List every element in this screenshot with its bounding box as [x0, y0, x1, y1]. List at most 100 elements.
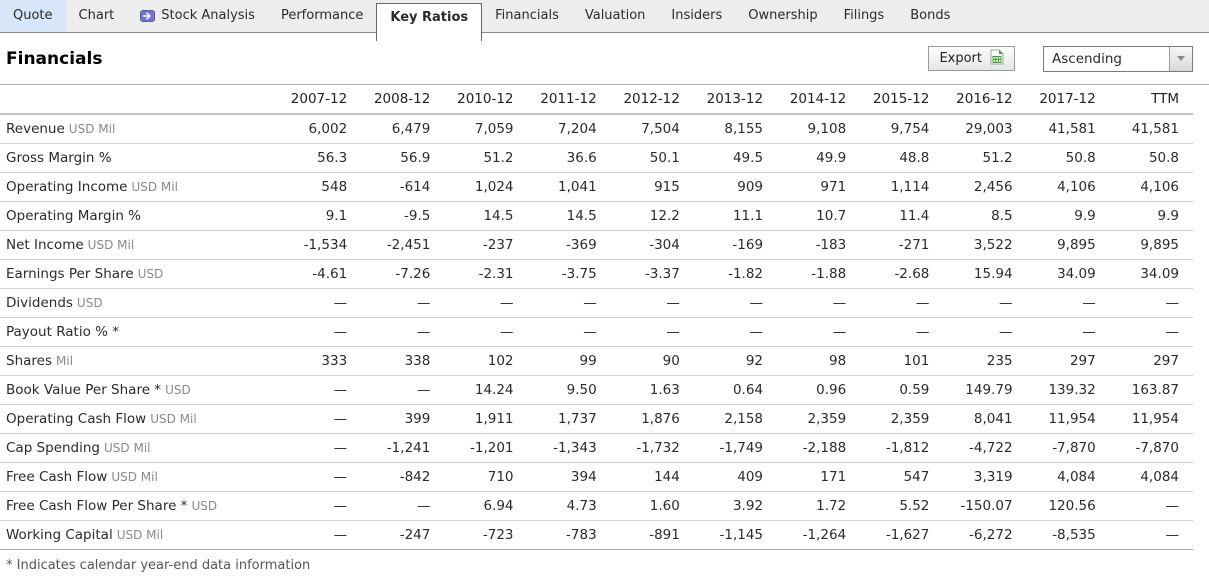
- table-cell: -1,343: [527, 433, 611, 463]
- row-unit: USD: [191, 498, 218, 513]
- table-cell: 235: [943, 346, 1027, 376]
- table-cell: 971: [777, 172, 861, 202]
- table-cell: -1,627: [860, 520, 944, 550]
- table-cell: 101: [860, 346, 944, 376]
- page-header: Financials Export Ascending: [0, 33, 1209, 85]
- tab-ownership[interactable]: Ownership: [735, 0, 830, 32]
- table-cell: 11,954: [1109, 404, 1193, 434]
- table-cell: -614: [361, 172, 445, 202]
- table-cell: 11,954: [1026, 404, 1110, 434]
- table-cell: 149.79: [943, 375, 1027, 405]
- table-row-gross-margin: Gross Margin % 56.3 56.9 51.2 36.6 50.1 49.5 49…: [0, 143, 1193, 173]
- tab-chart[interactable]: Chart: [66, 0, 128, 32]
- table-cell: —: [860, 288, 944, 318]
- table-cell: —: [693, 288, 778, 318]
- table-cell: 102: [444, 346, 528, 376]
- row-unit: USD Mil: [68, 121, 116, 136]
- row-unit: Mil: [56, 353, 74, 368]
- table-cell: —: [361, 375, 445, 405]
- tab-filings[interactable]: Filings: [831, 0, 898, 32]
- sort-order-dropdown[interactable]: Ascending: [1043, 45, 1193, 72]
- table-cell: 409: [693, 462, 778, 492]
- export-button-label: Export: [939, 51, 982, 66]
- row-label: Working Capital USD Mil: [0, 520, 278, 550]
- table-cell: —: [527, 288, 611, 318]
- row-unit: USD: [165, 382, 191, 397]
- table-cell: -183: [777, 230, 861, 260]
- export-button[interactable]: Export: [928, 46, 1015, 71]
- table-cell: -2.68: [860, 259, 944, 289]
- table-cell: -247: [361, 520, 445, 550]
- key-ratios-table-container: 2007-12 2008-12 2010-12 2011-12 2012-12 2013-…: [0, 85, 1209, 550]
- tab-label: Financials: [495, 8, 559, 23]
- row-label: Net Income USD Mil: [0, 230, 278, 260]
- row-unit: USD: [137, 266, 164, 281]
- table-cell: —: [693, 317, 778, 347]
- row-label: Payout Ratio % *: [0, 317, 278, 347]
- table-cell: -891: [610, 520, 694, 550]
- table-row-shares: Shares Mil 333 338 102 99 90 92 98 101 235 297 297: [0, 346, 1193, 376]
- table-cell: -6,272: [943, 520, 1027, 550]
- table-cell: -1,264: [777, 520, 861, 550]
- column-header-2015-12: 2015-12: [860, 85, 944, 115]
- table-cell: -304: [610, 230, 694, 260]
- table-cell: 99: [527, 346, 611, 376]
- table-cell: 50.8: [1026, 143, 1110, 173]
- table-row-dividends: Dividends USD — — — — — — — — — — —: [0, 288, 1193, 318]
- row-label: Dividends USD: [0, 288, 278, 318]
- table-cell: 2,158: [693, 404, 778, 434]
- table-cell: 1.60: [610, 491, 694, 521]
- tab-bonds[interactable]: Bonds: [897, 0, 963, 32]
- table-cell: —: [444, 317, 528, 347]
- tab-quote[interactable]: Quote: [0, 0, 66, 32]
- chevron-down-icon: [1177, 56, 1185, 61]
- table-cell: 34.09: [1109, 259, 1193, 289]
- column-header-ttm: TTM: [1109, 85, 1193, 115]
- table-cell: 297: [1026, 346, 1110, 376]
- table-cell: 1.63: [610, 375, 694, 405]
- table-cell: —: [278, 404, 362, 434]
- page-title: Financials: [6, 48, 103, 69]
- row-label-text: Operating Income: [6, 178, 128, 195]
- tab-key-ratios[interactable]: Key Ratios: [376, 3, 483, 41]
- table-cell: 56.9: [361, 143, 445, 173]
- table-cell: 4,106: [1109, 172, 1193, 202]
- table-cell: -1,812: [860, 433, 944, 463]
- row-label-text: Dividends: [6, 294, 73, 311]
- tab-performance[interactable]: Performance: [268, 0, 376, 32]
- tab-bar: Quote Chart Stock Analysis Performance Key R…: [0, 0, 1209, 41]
- table-cell: 333: [278, 346, 362, 376]
- table-cell: 49.5: [693, 143, 778, 173]
- tab-label: Chart: [78, 8, 115, 23]
- table-cell: —: [278, 375, 362, 405]
- table-cell: 6,479: [361, 114, 445, 144]
- table-cell: -4.61: [278, 259, 362, 289]
- table-cell: 98: [777, 346, 861, 376]
- table-cell: 548: [278, 172, 362, 202]
- table-cell: —: [777, 317, 861, 347]
- row-label-text: Net Income: [6, 236, 84, 253]
- tab-financials[interactable]: Financials: [482, 0, 572, 32]
- table-cell: 2,359: [860, 404, 944, 434]
- table-cell: 9,895: [1109, 230, 1193, 260]
- table-cell: 10.7: [777, 201, 861, 231]
- table-cell: 92: [693, 346, 778, 376]
- table-cell: -1,732: [610, 433, 694, 463]
- tab-stock-analysis[interactable]: Stock Analysis: [127, 0, 268, 32]
- table-cell: 9.1: [278, 201, 362, 231]
- table-cell: -7,870: [1026, 433, 1110, 463]
- table-cell: 56.3: [278, 143, 362, 173]
- table-cell: —: [943, 288, 1027, 318]
- tab-valuation[interactable]: Valuation: [572, 0, 659, 32]
- table-cell: 144: [610, 462, 694, 492]
- table-cell: —: [610, 317, 694, 347]
- table-cell: 1,024: [444, 172, 528, 202]
- table-cell: 34.09: [1026, 259, 1110, 289]
- table-cell: 338: [361, 346, 445, 376]
- row-label: Free Cash Flow USD Mil: [0, 462, 278, 492]
- tab-insiders[interactable]: Insiders: [658, 0, 735, 32]
- table-cell: 710: [444, 462, 528, 492]
- row-label-text: Earnings Per Share: [6, 265, 134, 282]
- dropdown-arrow-button[interactable]: [1169, 46, 1192, 71]
- table-cell: 8.5: [943, 201, 1027, 231]
